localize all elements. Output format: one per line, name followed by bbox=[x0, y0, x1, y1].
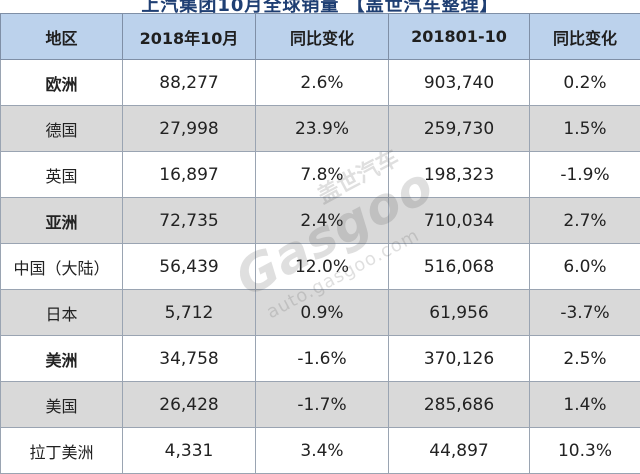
header-region: 地区 bbox=[0, 13, 123, 60]
value-cell: 198,323 bbox=[388, 151, 530, 198]
value-cell: -1.9% bbox=[529, 151, 640, 198]
value-cell: -1.7% bbox=[255, 381, 389, 428]
value-cell: 1.4% bbox=[529, 381, 640, 428]
value-cell: 7.8% bbox=[255, 151, 389, 198]
table-row: 美国 26,428 -1.7% 285,686 1.4% bbox=[0, 381, 640, 428]
table-row: 英国 16,897 7.8% 198,323 -1.9% bbox=[0, 151, 640, 198]
region-name-cell: 亚洲 bbox=[0, 197, 123, 244]
value-cell: 26,428 bbox=[122, 381, 256, 428]
value-cell: 3.4% bbox=[255, 427, 389, 474]
header-oct-2018: 2018年10月 bbox=[122, 13, 256, 60]
value-cell: 5,712 bbox=[122, 289, 256, 336]
value-cell: 285,686 bbox=[388, 381, 530, 428]
value-cell: 370,126 bbox=[388, 335, 530, 382]
value-cell: 88,277 bbox=[122, 59, 256, 106]
value-cell: 4,331 bbox=[122, 427, 256, 474]
value-cell: 516,068 bbox=[388, 243, 530, 290]
table-body: 欧洲 88,277 2.6% 903,740 0.2% 德国 27,998 23.9% 259,… bbox=[0, 59, 640, 474]
country-name-cell: 日本 bbox=[0, 289, 123, 336]
header-ytd-2018: 201801-10 bbox=[388, 13, 530, 60]
country-name-cell: 美国 bbox=[0, 381, 123, 428]
header-oct-yoy: 同比变化 bbox=[255, 13, 389, 60]
value-cell: 16,897 bbox=[122, 151, 256, 198]
table-row: 亚洲 72,735 2.4% 710,034 2.7% bbox=[0, 197, 640, 244]
region-name-cell: 美洲 bbox=[0, 335, 123, 382]
country-name-cell: 拉丁美洲 bbox=[0, 427, 123, 474]
value-cell: 2.4% bbox=[255, 197, 389, 244]
value-cell: 56,439 bbox=[122, 243, 256, 290]
table-header-row: 地区 2018年10月 同比变化 201801-10 同比变化 bbox=[0, 13, 640, 60]
page-title: 上汽集团10月全球销量 【盖世汽车整理】 bbox=[141, 0, 499, 13]
value-cell: 61,956 bbox=[388, 289, 530, 336]
table-row: 德国 27,998 23.9% 259,730 1.5% bbox=[0, 105, 640, 152]
region-name-cell: 欧洲 bbox=[0, 59, 123, 106]
table-row: 欧洲 88,277 2.6% 903,740 0.2% bbox=[0, 59, 640, 106]
table-row: 美洲 34,758 -1.6% 370,126 2.5% bbox=[0, 335, 640, 382]
country-name-cell: 中国（大陆） bbox=[0, 243, 123, 290]
value-cell: 23.9% bbox=[255, 105, 389, 152]
value-cell: 27,998 bbox=[122, 105, 256, 152]
value-cell: 259,730 bbox=[388, 105, 530, 152]
value-cell: 1.5% bbox=[529, 105, 640, 152]
value-cell: 0.2% bbox=[529, 59, 640, 106]
value-cell: 10.3% bbox=[529, 427, 640, 474]
value-cell: 710,034 bbox=[388, 197, 530, 244]
table-row: 拉丁美洲 4,331 3.4% 44,897 10.3% bbox=[0, 427, 640, 474]
value-cell: 6.0% bbox=[529, 243, 640, 290]
value-cell: -1.6% bbox=[255, 335, 389, 382]
table-row: 中国（大陆） 56,439 12.0% 516,068 6.0% bbox=[0, 243, 640, 290]
value-cell: 2.6% bbox=[255, 59, 389, 106]
value-cell: 2.7% bbox=[529, 197, 640, 244]
table-row: 日本 5,712 0.9% 61,956 -3.7% bbox=[0, 289, 640, 336]
header-ytd-yoy: 同比变化 bbox=[529, 13, 640, 60]
value-cell: 903,740 bbox=[388, 59, 530, 106]
sales-table: 地区 2018年10月 同比变化 201801-10 同比变化 欧洲 88,277… bbox=[0, 13, 640, 474]
country-name-cell: 德国 bbox=[0, 105, 123, 152]
title-bar: 上汽集团10月全球销量 【盖世汽车整理】 bbox=[0, 0, 640, 13]
value-cell: 72,735 bbox=[122, 197, 256, 244]
value-cell: -3.7% bbox=[529, 289, 640, 336]
value-cell: 2.5% bbox=[529, 335, 640, 382]
value-cell: 34,758 bbox=[122, 335, 256, 382]
value-cell: 44,897 bbox=[388, 427, 530, 474]
value-cell: 0.9% bbox=[255, 289, 389, 336]
country-name-cell: 英国 bbox=[0, 151, 123, 198]
value-cell: 12.0% bbox=[255, 243, 389, 290]
